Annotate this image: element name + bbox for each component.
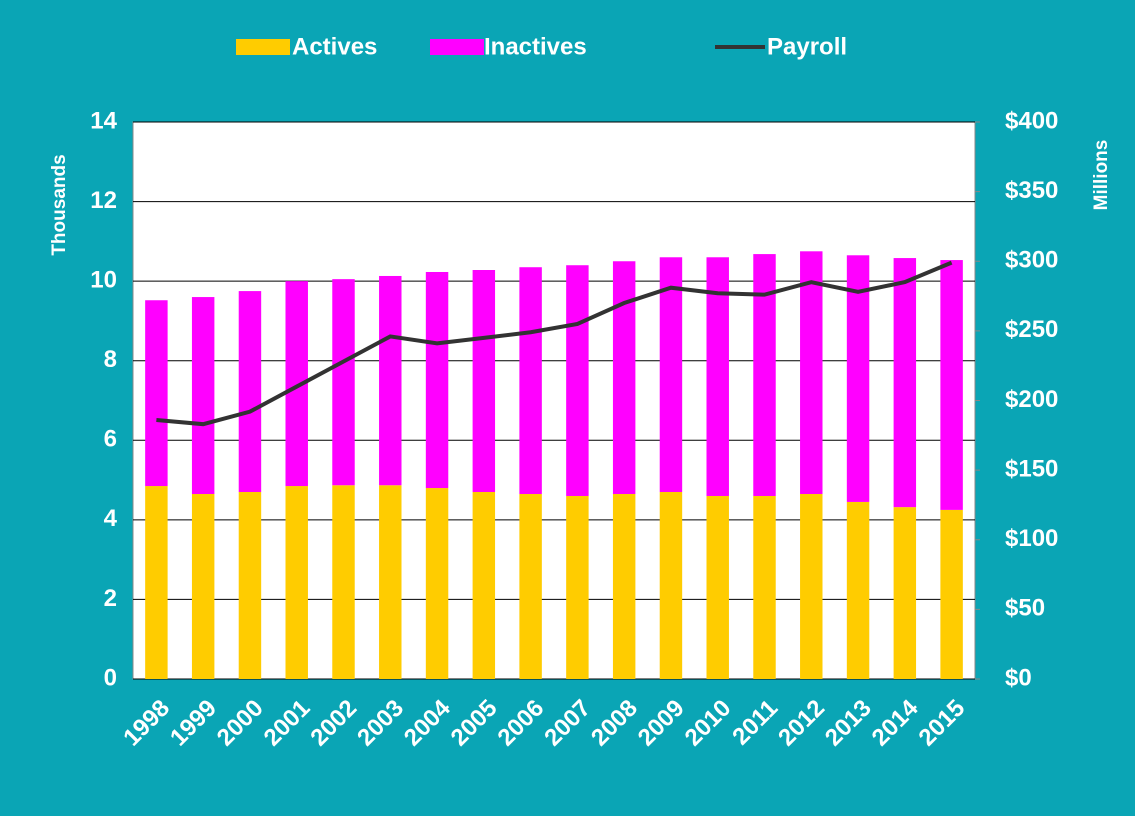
bar [191,493,215,679]
bar [706,495,729,679]
bar [846,501,870,679]
bar [659,257,683,493]
bar [472,492,496,679]
bar [379,275,402,486]
bar [145,486,168,679]
bar [379,485,402,679]
y-tick-label: 6 [104,426,117,453]
y2-tick-label: $300 [1005,247,1058,274]
bar [800,493,823,679]
bar [285,281,308,487]
bar [425,488,449,679]
bar [612,261,636,494]
bar [519,493,542,679]
bar [940,509,963,679]
y2-tick-label: $350 [1005,177,1058,204]
line [156,260,953,427]
y2-axis-title: Millions [1091,140,1112,211]
bar [800,251,823,494]
bar [566,265,589,496]
y2-tick-label: $100 [1005,525,1058,552]
y-tick-label: 8 [104,346,117,373]
bar [846,255,870,502]
bar [285,486,308,679]
y-tick-label: 10 [90,266,117,293]
y2-tick-label: $400 [1005,107,1058,134]
y-tick-label: 0 [104,664,117,691]
y-tick-label: 2 [104,585,117,612]
bar [659,492,683,679]
y-tick-label: 4 [104,505,118,532]
bar [191,297,215,494]
y-axis-title: Thousands [49,154,70,255]
y2-tick-label: $200 [1005,386,1058,413]
bar [893,507,917,679]
bar [425,271,449,489]
y2-tick-label: $50 [1005,595,1045,622]
bar [893,258,917,508]
y-tick-label: 12 [90,187,117,214]
bar [145,300,168,487]
bar [332,485,355,679]
bar [706,257,729,496]
legend-swatch [236,39,290,55]
bar [566,495,589,679]
y2-tick-label: $150 [1005,455,1058,482]
bar [940,260,963,510]
bar [238,492,262,679]
bar [519,267,542,494]
y2-tick-label: $250 [1005,316,1058,343]
y2-tick-label: $0 [1005,664,1032,691]
legend-label: Actives [292,33,377,60]
bar [753,495,776,679]
bar [612,493,636,679]
y-tick-label: 14 [90,107,117,134]
bar [753,254,776,496]
bar [238,291,262,493]
bar [332,279,355,486]
legend-swatch [430,39,484,55]
legend-label: Payroll [767,33,847,60]
legend-label: Inactives [484,33,587,60]
bar [472,270,496,493]
